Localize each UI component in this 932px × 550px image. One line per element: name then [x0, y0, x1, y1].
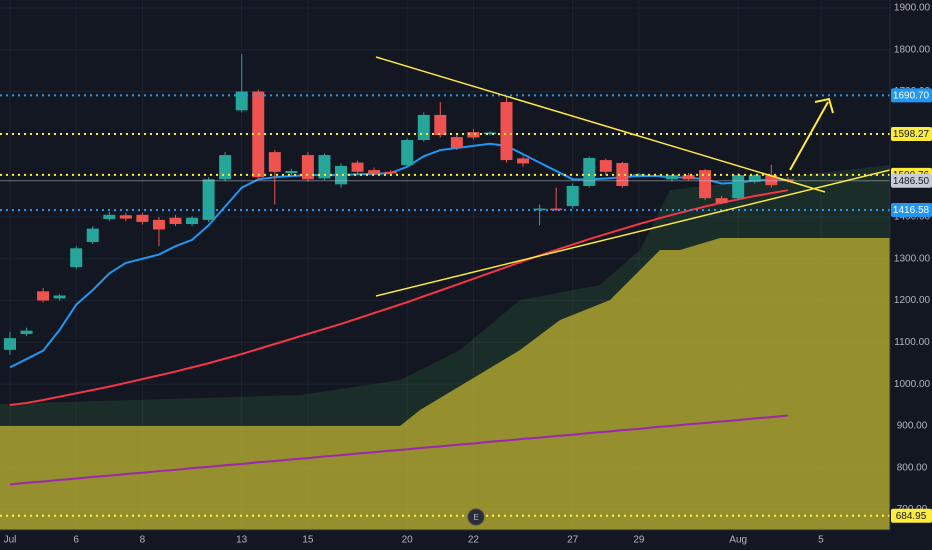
indicator-line [9, 189, 789, 407]
candle-body [434, 114, 447, 136]
candle-body [202, 179, 215, 220]
indicator-line [9, 414, 788, 486]
y-tick-label: 900.00 [897, 421, 928, 432]
candle-body [500, 101, 513, 161]
price-label-box [891, 173, 932, 188]
volume-area [0, 238, 890, 530]
candle-body [401, 140, 414, 166]
candle-body [219, 155, 232, 180]
trend-line [375, 56, 826, 193]
candle-body [765, 175, 778, 186]
y-tick-label: 1200.00 [894, 295, 931, 306]
candle-body [70, 248, 83, 268]
candle-body [666, 175, 678, 180]
price-label: 1486.50 [893, 176, 930, 187]
arrow-head [814, 97, 834, 114]
candle-body [351, 162, 364, 172]
candle-body [533, 208, 546, 211]
candle-body [301, 155, 314, 180]
candle-body [715, 198, 728, 204]
y-tick-label: 1000.00 [894, 379, 931, 390]
candle-body [53, 295, 66, 299]
candle-body [136, 214, 149, 222]
y-tick-label: 1400.00 [894, 212, 931, 223]
candle-body [169, 217, 182, 225]
candle-body [86, 228, 99, 243]
y-tick-label: 1300.00 [894, 253, 931, 264]
x-tick-label: Jul [4, 535, 17, 546]
candle-body [37, 291, 50, 301]
candle-body [517, 158, 530, 164]
x-tick-label: 20 [402, 535, 414, 546]
x-tick-label: 5 [818, 535, 824, 546]
candle-body [285, 170, 298, 174]
candle-body [550, 208, 563, 211]
event-label: E [473, 513, 478, 522]
price-label-box [891, 508, 932, 523]
candle-body [417, 114, 430, 141]
candle-body [368, 170, 381, 174]
candle-body [186, 217, 199, 225]
candle-body [235, 91, 248, 111]
y-tick-label: 1900.00 [894, 3, 931, 14]
x-tick-label: 6 [73, 535, 79, 546]
candle-body [616, 163, 629, 187]
candle-body [483, 132, 496, 135]
candle-body [119, 215, 132, 219]
event-marker[interactable] [467, 508, 485, 526]
candle-body [335, 165, 347, 185]
candle-body [583, 157, 596, 187]
x-tick-label: 27 [567, 535, 579, 546]
price-label-box [891, 203, 932, 218]
indicator-line [9, 142, 788, 369]
price-label: 684.95 [896, 511, 927, 522]
cloud [0, 165, 890, 426]
x-tick-label: 22 [468, 535, 480, 546]
candle-body [318, 155, 331, 179]
candle-body [732, 175, 745, 199]
candle-body [632, 174, 645, 176]
candle-body [566, 186, 579, 207]
candle-body [748, 175, 761, 182]
candle-body [268, 152, 281, 172]
axes: 1900.001800.001700.001600.001500.001400.… [4, 3, 932, 546]
x-tick-label: 15 [302, 535, 314, 546]
candle-body [467, 132, 480, 138]
price-label-box [891, 127, 932, 142]
arrow [789, 101, 829, 171]
candle-body [699, 170, 712, 199]
x-tick-label: 29 [633, 535, 645, 546]
trend-line [375, 169, 891, 297]
candle-body [20, 330, 33, 334]
price-label: 1598.27 [893, 129, 930, 140]
x-tick-label: 13 [236, 535, 248, 546]
y-tick-label: 1800.00 [894, 44, 931, 55]
x-tick-label: Aug [729, 535, 747, 546]
x-tick-label: 8 [140, 535, 146, 546]
candle-body [599, 160, 612, 172]
candle-body [682, 175, 695, 180]
y-tick-label: 800.00 [897, 462, 928, 473]
candle-body [384, 171, 397, 174]
price-label: 1690.70 [893, 91, 930, 102]
candle-body [450, 137, 463, 148]
candle-body [103, 214, 116, 220]
candle-body [152, 219, 165, 230]
plot [0, 53, 890, 517]
price-label: 1416.58 [893, 205, 930, 216]
price-label-box [891, 88, 932, 103]
y-tick-label: 1100.00 [894, 337, 930, 348]
candle-body [4, 338, 16, 350]
